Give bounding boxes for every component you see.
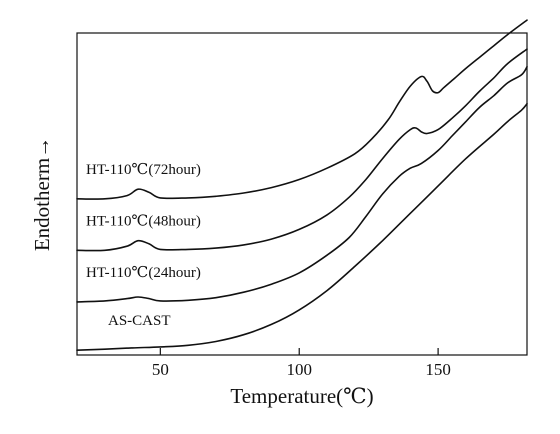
series-label: HT-110℃(48hour) [86,213,201,229]
series-label: HT-110℃(72hour) [86,162,201,178]
x-tick-label: 50 [152,360,169,379]
y-axis-title: Endotherm→ [30,137,54,251]
series-curve [76,48,528,252]
curve-labels: HT-110℃(72hour) HT-110℃(48hour) HT-110℃(24… [86,162,201,329]
x-tick-label: 100 [286,360,312,379]
plot-frame [76,32,528,356]
series-curve [76,19,528,200]
series-curve [76,66,528,303]
series-label: AS-CAST [108,313,171,329]
x-tick-label: 150 [425,360,451,379]
series-curve [76,103,528,351]
x-ticks: 50 100 150 [152,348,451,379]
curves [76,19,528,351]
x-axis-title: Temperature(℃) [230,384,373,408]
series-label: HT-110℃(24hour) [86,265,201,281]
